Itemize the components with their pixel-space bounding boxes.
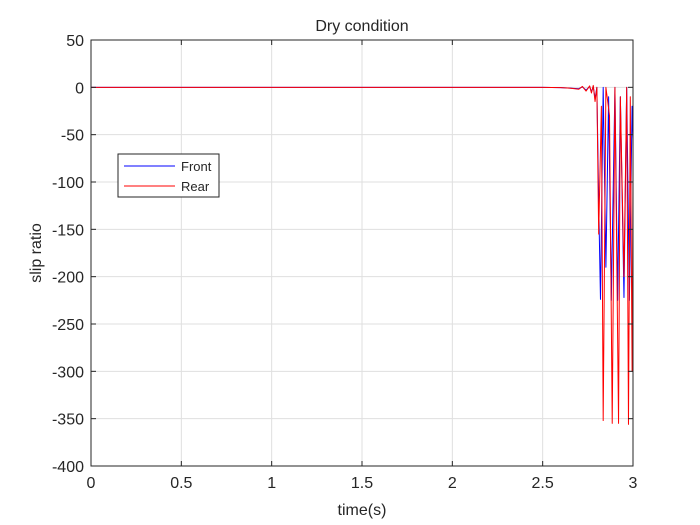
- x-tick-label: 2: [448, 475, 457, 492]
- y-tick-label: -250: [52, 317, 84, 334]
- series-line-rear: [91, 84, 633, 425]
- x-tick-label: 0.5: [170, 475, 192, 492]
- x-tick-label: 0: [87, 475, 96, 492]
- chart-title: Dry condition: [315, 18, 408, 35]
- x-tick-label: 3: [629, 475, 638, 492]
- legend: Front Rear: [117, 153, 220, 198]
- y-axis-label: slip ratio: [28, 223, 45, 283]
- x-tick-label: 2.5: [532, 475, 554, 492]
- series-layer: [91, 84, 633, 425]
- legend-box: [117, 153, 220, 198]
- ticks: 0 0.5 1 1.5 2 2.5 3 50 0 -50 -100 -150 -200 -250 -300 -…: [52, 33, 638, 492]
- y-tick-label: -150: [52, 222, 84, 239]
- x-axis-label: time(s): [338, 502, 387, 519]
- legend-label-front: Front: [181, 159, 212, 174]
- x-tick-label: 1: [267, 475, 276, 492]
- legend-label-rear: Rear: [181, 179, 210, 194]
- x-tick-label: 1.5: [351, 475, 373, 492]
- y-tick-label: -200: [52, 270, 84, 287]
- y-tick-label: 50: [66, 33, 84, 50]
- y-tick-label: -50: [61, 128, 84, 145]
- y-tick-label: -100: [52, 175, 84, 192]
- y-tick-label: -300: [52, 364, 84, 381]
- y-tick-label: -350: [52, 412, 84, 429]
- y-tick-label: -400: [52, 459, 84, 476]
- y-tick-label: 0: [75, 80, 84, 97]
